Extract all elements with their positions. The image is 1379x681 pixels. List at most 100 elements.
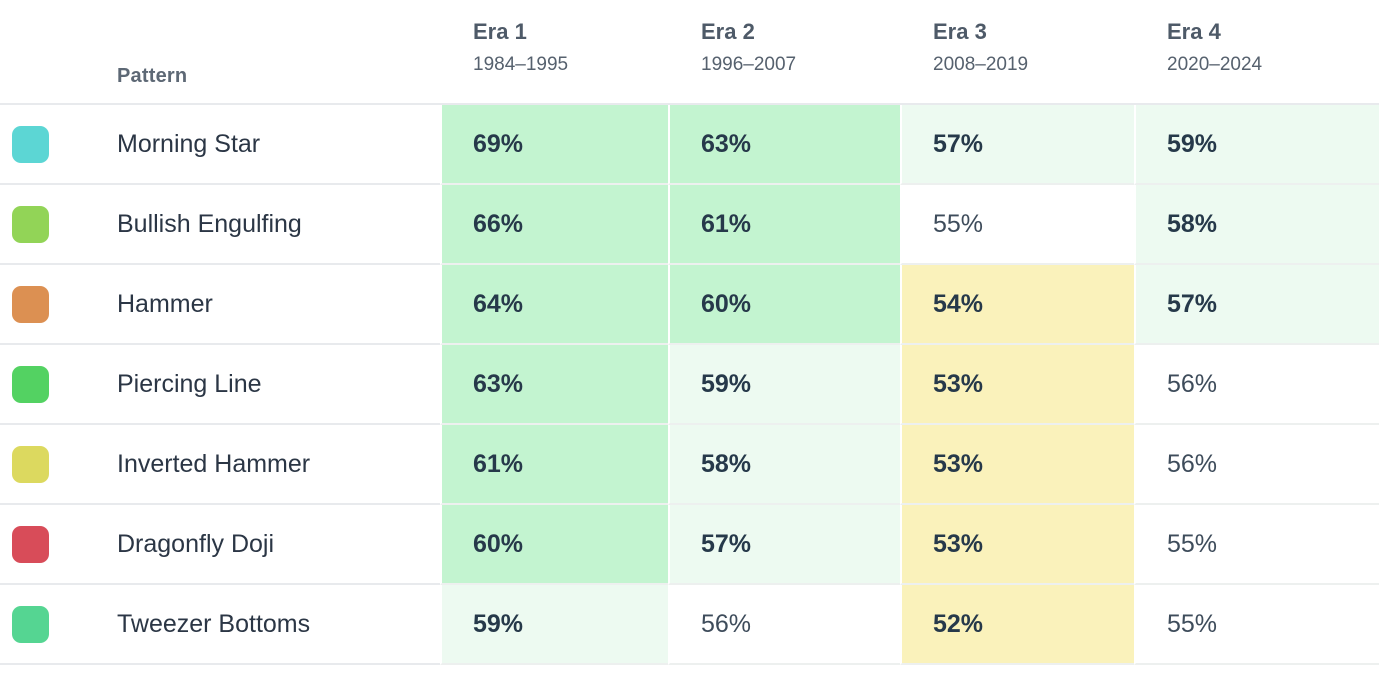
pattern-swatch-cell <box>0 105 64 185</box>
pattern-color-swatch <box>12 205 49 243</box>
win-rate-value: 63% <box>701 129 752 158</box>
win-rate-value: 57% <box>933 129 984 158</box>
era-value-cell: 63% <box>668 105 900 185</box>
pattern-name-cell: Tweezer Bottoms <box>64 585 440 665</box>
pattern-swatch-cell <box>0 425 64 505</box>
win-rate-value: 53% <box>933 369 984 398</box>
pattern-swatch-cell <box>0 345 64 425</box>
era-value-cell: 59% <box>440 585 668 665</box>
table-row: Inverted Hammer 61% 58% 53% 56% <box>0 425 1379 505</box>
era-value-cell: 57% <box>900 105 1134 185</box>
pattern-name-cell: Dragonfly Doji <box>64 505 440 585</box>
era-value-cell: 52% <box>900 585 1134 665</box>
era-value-cell: 53% <box>900 425 1134 505</box>
era-value-cell: 54% <box>900 265 1134 345</box>
era-value-cell: 64% <box>440 265 668 345</box>
header-spacer-cell <box>0 0 64 105</box>
era-value-cell: 59% <box>668 345 900 425</box>
win-rate-value: 61% <box>473 449 524 478</box>
pattern-color-swatch <box>12 525 49 563</box>
era-value-cell: 56% <box>1134 425 1379 505</box>
pattern-name: Hammer <box>117 289 213 318</box>
pattern-name-cell: Hammer <box>64 265 440 345</box>
pattern-name: Bullish Engulfing <box>117 209 302 238</box>
win-rate-value: 53% <box>933 529 984 558</box>
win-rate-value: 64% <box>473 289 524 318</box>
table-row: Hammer 64% 60% 54% 57% <box>0 265 1379 345</box>
era-range: 2020–2024 <box>1167 54 1263 75</box>
win-rate-value: 52% <box>933 609 984 638</box>
win-rate-value: 55% <box>1167 529 1218 558</box>
pattern-name-cell: Inverted Hammer <box>64 425 440 505</box>
era-range: 2008–2019 <box>933 54 1029 75</box>
pattern-swatch-cell <box>0 585 64 665</box>
era-column-header-4: Era 4 2020–2024 <box>1134 0 1379 105</box>
win-rate-value: 63% <box>473 369 524 398</box>
win-rate-value: 60% <box>701 289 752 318</box>
era-value-cell: 60% <box>440 505 668 585</box>
era-name: Era 4 <box>1167 19 1221 44</box>
win-rate-value: 56% <box>1167 369 1218 398</box>
pattern-column-header: Pattern <box>64 0 440 105</box>
pattern-name: Morning Star <box>117 129 261 158</box>
era-value-cell: 53% <box>900 345 1134 425</box>
win-rate-value: 57% <box>1167 289 1218 318</box>
table-row: Tweezer Bottoms 59% 56% 52% 55% <box>0 585 1379 665</box>
win-rate-value: 55% <box>1167 609 1218 638</box>
pattern-name: Tweezer Bottoms <box>117 609 311 638</box>
win-rate-value: 59% <box>473 609 524 638</box>
pattern-name: Piercing Line <box>117 369 262 398</box>
pattern-color-swatch <box>12 605 49 643</box>
pattern-name-cell: Morning Star <box>64 105 440 185</box>
win-rate-value: 56% <box>1167 449 1218 478</box>
pattern-name-cell: Piercing Line <box>64 345 440 425</box>
win-rate-value: 61% <box>701 209 752 238</box>
win-rate-value: 69% <box>473 129 524 158</box>
pattern-color-swatch <box>12 125 49 163</box>
era-value-cell: 61% <box>668 185 900 265</box>
era-name: Era 2 <box>701 19 755 44</box>
era-value-cell: 58% <box>668 425 900 505</box>
win-rate-value: 59% <box>1167 129 1218 158</box>
era-range: 1984–1995 <box>473 54 569 75</box>
win-rate-value: 66% <box>473 209 524 238</box>
era-value-cell: 57% <box>668 505 900 585</box>
pattern-swatch-cell <box>0 505 64 585</box>
win-rate-value: 58% <box>1167 209 1218 238</box>
era-range: 1996–2007 <box>701 54 797 75</box>
pattern-name: Dragonfly Doji <box>117 529 275 558</box>
pattern-era-table: Pattern Era 1 1984–1995 Era 2 1996–2007 Era … <box>0 0 1379 665</box>
table-row: Dragonfly Doji 60% 57% 53% 55% <box>0 505 1379 585</box>
era-value-cell: 63% <box>440 345 668 425</box>
win-rate-value: 57% <box>701 529 752 558</box>
era-value-cell: 60% <box>668 265 900 345</box>
pattern-color-swatch <box>12 445 49 483</box>
table-row: Bullish Engulfing 66% 61% 55% 58% <box>0 185 1379 265</box>
table-header-row: Pattern Era 1 1984–1995 Era 2 1996–2007 Era … <box>0 0 1379 105</box>
era-column-header-3: Era 3 2008–2019 <box>900 0 1134 105</box>
win-rate-value: 56% <box>701 609 752 638</box>
win-rate-value: 59% <box>701 369 752 398</box>
pattern-name-cell: Bullish Engulfing <box>64 185 440 265</box>
era-value-cell: 56% <box>668 585 900 665</box>
era-value-cell: 55% <box>900 185 1134 265</box>
era-value-cell: 55% <box>1134 505 1379 585</box>
era-value-cell: 57% <box>1134 265 1379 345</box>
table-row: Piercing Line 63% 59% 53% 56% <box>0 345 1379 425</box>
win-rate-value: 58% <box>701 449 752 478</box>
win-rate-value: 60% <box>473 529 524 558</box>
era-column-header-1: Era 1 1984–1995 <box>440 0 668 105</box>
era-value-cell: 56% <box>1134 345 1379 425</box>
era-value-cell: 59% <box>1134 105 1379 185</box>
era-value-cell: 58% <box>1134 185 1379 265</box>
table-row: Morning Star 69% 63% 57% 59% <box>0 105 1379 185</box>
era-value-cell: 61% <box>440 425 668 505</box>
era-column-header-2: Era 2 1996–2007 <box>668 0 900 105</box>
win-rate-value: 55% <box>933 209 984 238</box>
era-value-cell: 66% <box>440 185 668 265</box>
pattern-color-swatch <box>12 285 49 323</box>
pattern-swatch-cell <box>0 265 64 345</box>
pattern-color-swatch <box>12 365 49 403</box>
pattern-swatch-cell <box>0 185 64 265</box>
win-rate-value: 53% <box>933 449 984 478</box>
